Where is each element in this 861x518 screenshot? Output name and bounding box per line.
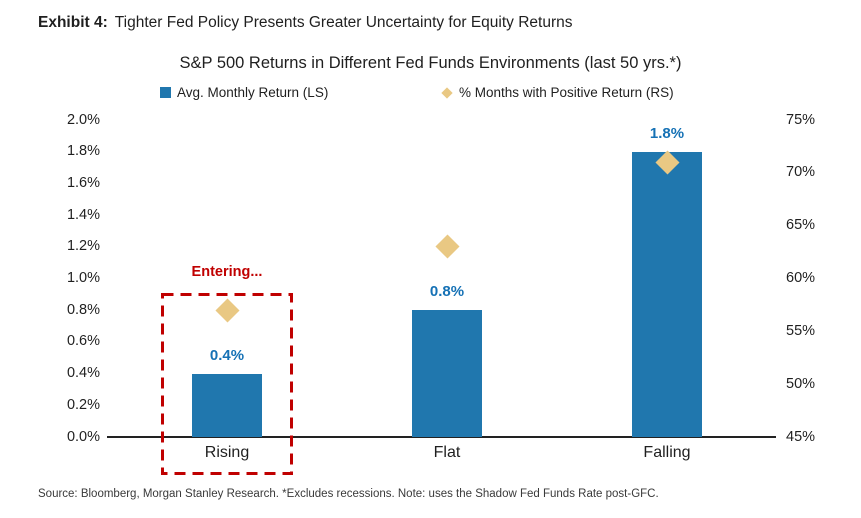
chart-title: S&P 500 Returns in Different Fed Funds E…	[179, 54, 682, 72]
exhibit-title-text: Tighter Fed Policy Presents Greater Unce…	[114, 14, 573, 31]
exhibit-title: Exhibit 4: Tighter Fed Policy Presents Gr…	[38, 14, 573, 32]
bar-series-swatch-icon	[160, 87, 171, 98]
left-axis-tick-1.0%: 1.0%	[66, 270, 100, 286]
annotation-text: Entering...	[191, 264, 263, 280]
bar-value-label-rising: 0.4%	[209, 346, 245, 364]
right-axis-tick-60%: 60%	[786, 270, 816, 286]
legend-label-avg-monthly-return: Avg. Monthly Return (LS)	[177, 85, 329, 100]
left-axis-tick-0.0%: 0.0%	[66, 428, 100, 445]
right-axis-tick-70%: 70%	[786, 164, 816, 181]
left-axis-tick-1.8%: 1.8%	[66, 143, 100, 160]
bar-value-label-falling: 1.8%	[649, 124, 685, 142]
left-axis-tick-1.2%: 1.2%	[66, 238, 100, 255]
legend-label-positive-return: % Months with Positive Return (RS)	[459, 85, 674, 100]
source-note: Source: Bloomberg, Morgan Stanley Resear…	[38, 488, 659, 500]
category-label-flat: Flat	[433, 444, 461, 461]
bar-rising	[192, 373, 262, 437]
bar-falling	[632, 151, 702, 437]
exhibit-label: Exhibit 4:	[38, 14, 108, 31]
legend-item-positive-return: % Months with Positive Return (RS)	[441, 85, 674, 100]
right-axis-tick-45%: 45%	[786, 428, 816, 445]
annotation-dashed-box	[161, 293, 293, 475]
right-axis-tick-75%: 75%	[786, 111, 816, 128]
left-axis-tick-0.4%: 0.4%	[66, 365, 100, 382]
legend-item-avg-monthly-return: Avg. Monthly Return (LS)	[160, 85, 328, 100]
left-axis-tick-1.4%: 1.4%	[66, 206, 100, 223]
right-axis-tick-65%: 65%	[786, 217, 816, 234]
bar-flat	[412, 310, 482, 437]
left-axis-tick-2.0%: 2.0%	[66, 111, 100, 128]
diamond-series-swatch-icon	[441, 86, 453, 99]
category-label-rising: Rising	[204, 444, 250, 461]
left-axis-tick-0.6%: 0.6%	[66, 333, 100, 350]
right-axis-tick-55%: 55%	[786, 322, 816, 339]
diamond-marker-flat	[434, 234, 460, 259]
bar-value-label-flat: 0.8%	[429, 283, 465, 301]
right-axis-tick-50%: 50%	[786, 375, 816, 392]
left-axis-tick-1.6%: 1.6%	[66, 174, 100, 191]
left-axis-tick-0.2%: 0.2%	[66, 396, 100, 413]
left-axis-tick-0.8%: 0.8%	[66, 301, 100, 318]
category-label-falling: Falling	[643, 444, 691, 461]
